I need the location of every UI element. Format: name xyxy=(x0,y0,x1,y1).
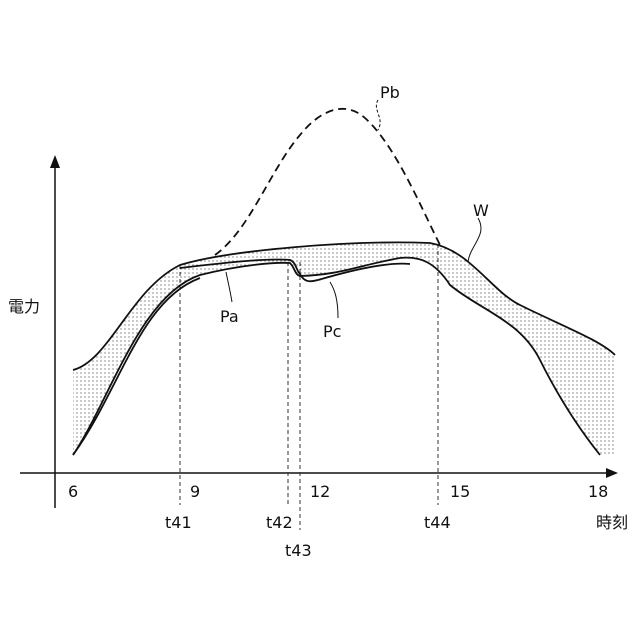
leader-pa xyxy=(226,272,232,302)
x-tick-label: 12 xyxy=(310,482,330,501)
curve-label: W xyxy=(473,201,489,220)
curve-label: Pc xyxy=(323,322,341,341)
marker-lines xyxy=(180,244,438,530)
x-arrow xyxy=(606,468,618,478)
marker-label: t42 xyxy=(266,513,293,532)
y-axis-label: 電力 xyxy=(8,297,40,316)
leader-pb xyxy=(376,100,380,130)
curve-label: Pb xyxy=(380,83,400,102)
x-axis-label: 時刻 xyxy=(596,513,628,532)
leader-pc xyxy=(330,282,338,318)
marker-label: t43 xyxy=(285,541,312,560)
marker-label: t41 xyxy=(165,513,192,532)
curve-label: Pa xyxy=(220,307,239,326)
marker-label: t44 xyxy=(424,513,451,532)
leader-w xyxy=(468,218,481,262)
x-tick-label: 18 xyxy=(588,482,608,501)
curve-pb xyxy=(215,109,440,255)
x-tick-label: 9 xyxy=(190,482,200,501)
x-tick-label: 15 xyxy=(450,482,470,501)
x-tick-label: 6 xyxy=(68,482,78,501)
y-arrow xyxy=(50,155,60,168)
diagram: 電力 時刻 6 9 12 15 18 t41 t42 t43 t44 Pb W … xyxy=(0,0,640,640)
